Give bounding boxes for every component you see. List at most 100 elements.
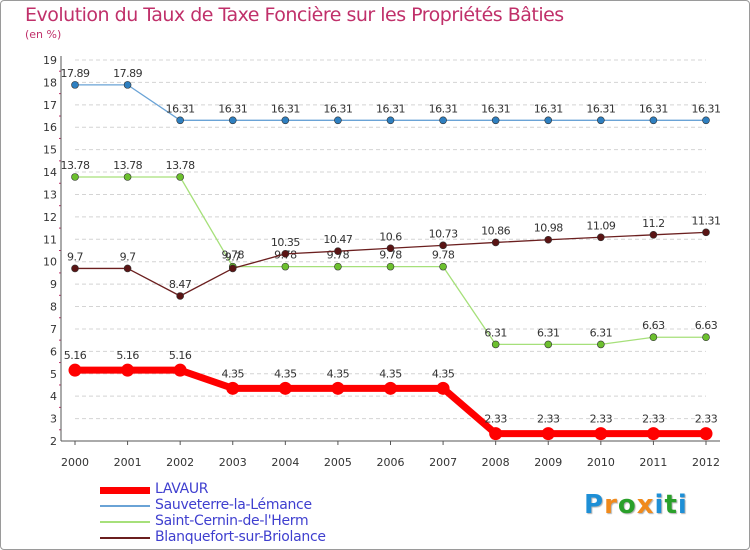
data-point — [544, 340, 553, 349]
data-label: 2.33 — [484, 413, 507, 426]
data-label: 16.31 — [376, 102, 405, 115]
data-label: 10.98 — [534, 222, 563, 235]
x-tick-label: 2001 — [114, 456, 142, 469]
data-label: 16.31 — [271, 102, 300, 115]
data-point — [491, 340, 500, 349]
data-point — [384, 381, 397, 395]
data-label: 4.35 — [327, 367, 350, 380]
proxiti-logo: Proxiti — [584, 490, 688, 520]
data-label: 10.35 — [271, 236, 300, 249]
data-label: 16.31 — [323, 102, 352, 115]
chart-title: Evolution du Taux de Taxe Foncière sur l… — [25, 4, 564, 26]
legend-swatch — [100, 486, 150, 494]
legend-label: Saint-Cernin-de-l'Herm — [155, 513, 309, 529]
data-label: 9.7 — [225, 250, 241, 263]
x-tick-label: 2002 — [166, 456, 194, 469]
data-label: 13.78 — [61, 159, 90, 172]
data-label: 2.33 — [695, 413, 718, 426]
data-label: 9.78 — [379, 249, 402, 262]
data-point — [489, 427, 503, 441]
data-point — [702, 116, 710, 125]
x-tick-label: 2007 — [429, 456, 457, 469]
x-tick-label: 2009 — [534, 456, 562, 469]
data-point — [281, 250, 290, 258]
y-tick-label: 18 — [43, 76, 57, 89]
y-tick-label: 16 — [43, 121, 57, 134]
y-tick-label: 3 — [50, 413, 57, 426]
y-tick-label: 2 — [50, 435, 57, 448]
x-tick-label: 2005 — [324, 456, 352, 469]
data-point — [334, 247, 342, 255]
data-label: 5.16 — [64, 349, 87, 362]
data-point — [702, 228, 710, 237]
logo-letter: t — [664, 490, 678, 520]
data-point — [176, 173, 184, 181]
data-label: 4.35 — [222, 367, 245, 380]
data-point — [226, 381, 240, 395]
data-point — [491, 238, 500, 247]
data-point — [331, 381, 345, 395]
x-tick-label: 2006 — [377, 456, 405, 469]
x-tick-label: 2003 — [219, 456, 247, 469]
unit-label: (en %) — [25, 28, 62, 41]
data-label: 5.16 — [116, 349, 139, 362]
data-label: 11.09 — [586, 219, 615, 232]
data-point — [386, 244, 395, 253]
data-point — [597, 233, 605, 242]
data-point — [649, 333, 658, 342]
legend-label: LAVAUR — [155, 481, 209, 497]
data-point — [439, 241, 447, 250]
data-label: 4.35 — [432, 367, 455, 380]
data-point — [281, 262, 290, 271]
data-label: 9.78 — [432, 249, 455, 262]
data-label: 16.31 — [218, 102, 247, 115]
data-point — [228, 264, 237, 273]
data-label: 16.31 — [429, 102, 458, 115]
data-label: 2.33 — [642, 413, 665, 426]
data-label: 16.31 — [586, 102, 615, 115]
x-tick-label: 2011 — [639, 456, 667, 469]
data-label: 8.47 — [169, 278, 192, 291]
logo-letter: x — [636, 490, 655, 520]
data-point — [491, 116, 500, 125]
data-label: 6.63 — [642, 319, 665, 332]
y-tick-label: 11 — [43, 233, 57, 246]
data-label: 16.31 — [481, 102, 510, 115]
y-tick-label: 14 — [43, 166, 57, 179]
y-tick-label: 8 — [50, 301, 57, 314]
data-point — [71, 173, 79, 181]
logo-letter: r — [604, 490, 618, 520]
data-point — [71, 264, 79, 273]
data-point — [649, 116, 658, 125]
data-label: 6.63 — [695, 319, 718, 332]
data-point — [541, 427, 555, 441]
data-label: 6.31 — [537, 326, 560, 339]
data-point — [123, 264, 132, 273]
logo-letter: i — [677, 490, 688, 520]
y-tick-label: 7 — [50, 323, 57, 336]
y-tick-label: 6 — [50, 345, 57, 358]
data-label: 16.31 — [166, 102, 195, 115]
legend-label: Blanquefort-sur-Briolance — [155, 529, 326, 545]
data-point — [439, 116, 447, 125]
data-point — [594, 427, 608, 441]
data-label: 16.31 — [692, 102, 721, 115]
data-point — [386, 262, 395, 271]
x-tick-label: 2004 — [271, 456, 299, 469]
legend-swatch — [100, 537, 150, 539]
y-tick-label: 9 — [50, 278, 57, 291]
data-label: 11.2 — [642, 217, 665, 230]
data-point — [71, 81, 79, 89]
legend-swatch — [100, 505, 150, 507]
x-tick-label: 2000 — [61, 456, 89, 469]
logo-letter: i — [654, 490, 665, 520]
data-label: 10.6 — [379, 230, 402, 243]
data-label: 9.78 — [222, 249, 245, 262]
data-point — [176, 292, 184, 300]
y-tick-label: 10 — [43, 256, 57, 269]
y-tick-label: 15 — [43, 144, 57, 157]
data-label: 10.73 — [429, 227, 458, 240]
data-point — [386, 116, 395, 125]
